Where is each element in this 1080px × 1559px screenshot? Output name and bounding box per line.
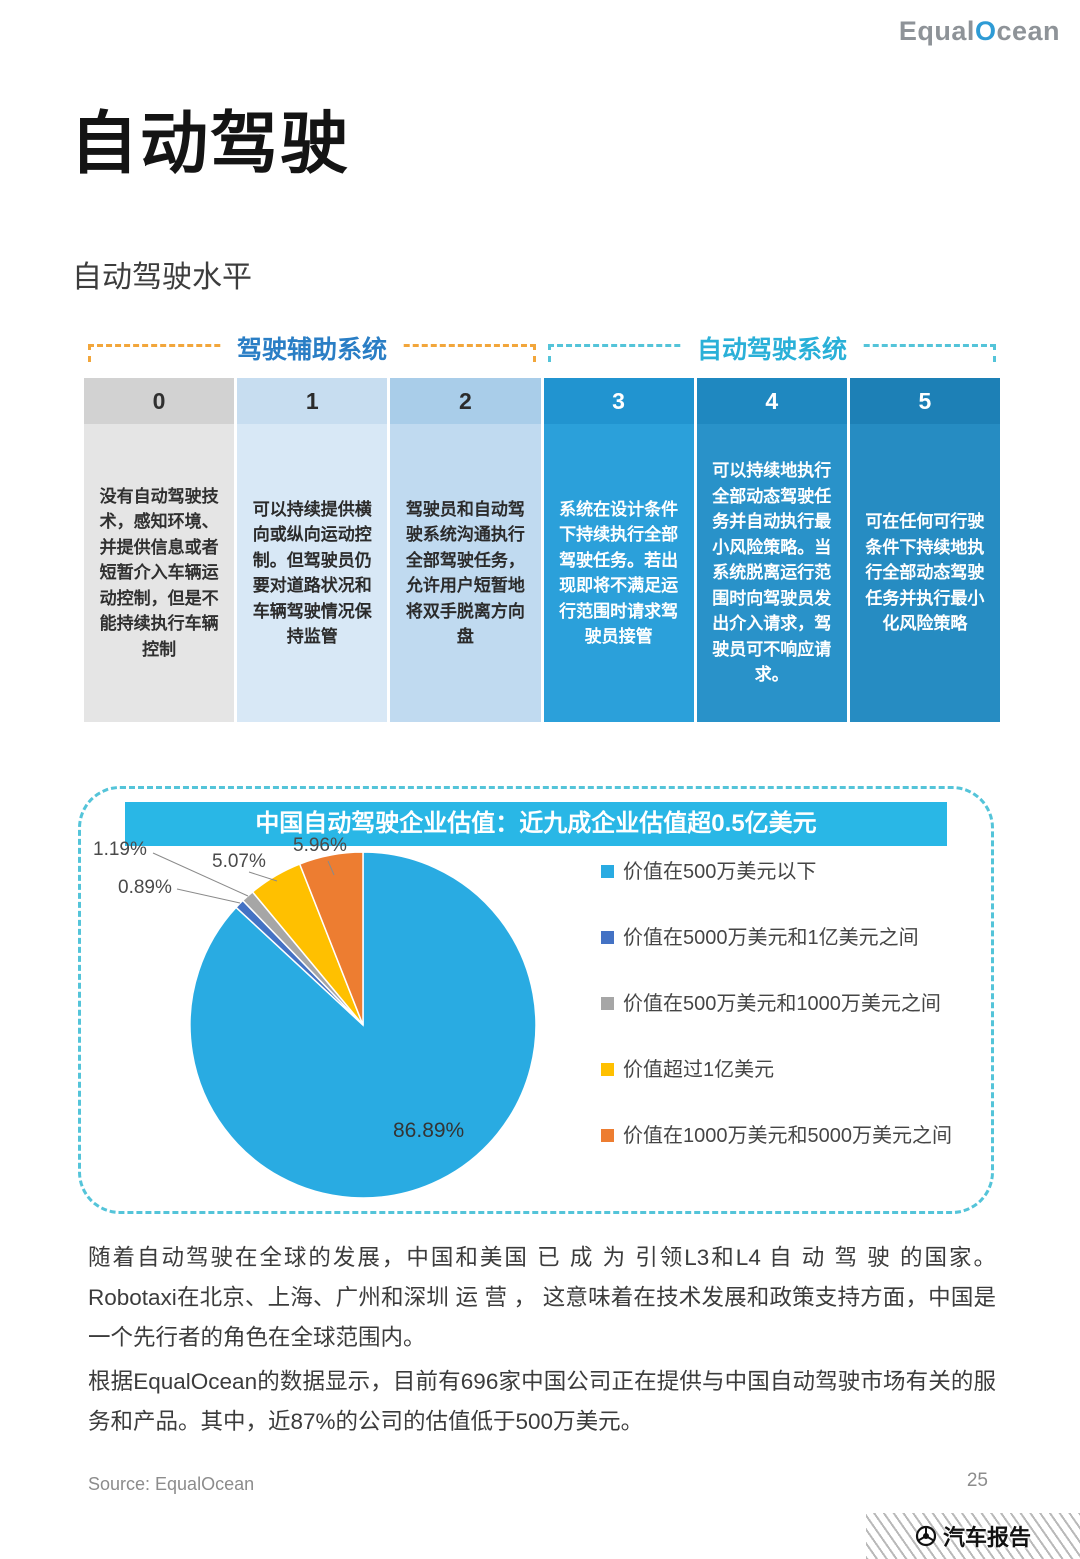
level-header-5: 5 (849, 378, 1000, 424)
legend-label: 价值在500万美元以下 (623, 861, 817, 883)
legend-swatch-blue (601, 865, 614, 878)
pct-label-orange: 5.96% (293, 835, 347, 856)
leader-line-yellow (248, 871, 278, 882)
pct-label-yellow: 5.07% (212, 851, 266, 872)
level-header-1: 1 (237, 378, 388, 424)
logo-part-equal: Equal (898, 16, 975, 46)
group-brackets: 驾驶辅助系统 自动驾驶系统 (84, 330, 1000, 366)
pct-label-darkblue: 0.89% (118, 877, 172, 898)
legend-swatch-orange (601, 1129, 614, 1142)
legend-label: 价值在500万美元和1000万美元之间 (623, 993, 941, 1015)
level-header-2: 2 (390, 378, 541, 424)
bracket-label-autonomous-driving: 自动驾驶系统 (680, 330, 864, 366)
section-subtitle: 自动驾驶水平 (72, 261, 252, 294)
bracket-autonomous-driving: 自动驾驶系统 (548, 330, 996, 366)
bracket-label-driver-assistance: 驾驶辅助系统 (220, 330, 404, 366)
legend-label: 价值在1000万美元和5000万美元之间 (623, 1125, 952, 1147)
leader-line-orange (327, 860, 335, 876)
legend-item: 价值在1000万美元和5000万美元之间 (601, 1123, 952, 1149)
legend-item: 价值超过1亿美元 (601, 1057, 952, 1083)
page-number: 25 (966, 1470, 988, 1491)
paragraph-1: 随着自动驾驶在全球的发展，中国和美国 已 成 为 引领L3和L4 自 动 驾 驶… (88, 1245, 996, 1351)
pie-slice (298, 851, 364, 1026)
chart-legend: 价值在500万美元以下 价值在5000万美元和1亿美元之间 价值在500万美元和… (601, 859, 952, 1189)
legend-label: 价值超过1亿美元 (623, 1059, 775, 1081)
level-desc-3: 系统在设计条件下持续执行全部驾驶任务。若出现即将不满足运行范围时请求驾驶员接管 (543, 424, 694, 722)
level-desc-0: 没有自动驾驶技术，感知环境、并提供信息或者短暂介入车辆运动控制，但是不能持续执行… (84, 424, 235, 722)
legend-swatch-yellow (601, 1063, 614, 1076)
leader-line-gray (152, 852, 249, 897)
pie-chart (152, 851, 537, 1199)
watermark: 汽车报告 (866, 1513, 1080, 1559)
legend-swatch-gray (601, 997, 614, 1010)
leader-line-darkblue (176, 888, 241, 904)
level-desc-4: 可以持续地执行全部动态驾驶任务并自动执行最小风险策略。当系统脱离运行范围时向驾驶… (696, 424, 847, 722)
legend-item: 价值在500万美元以下 (601, 859, 952, 885)
level-header-0: 0 (84, 378, 235, 424)
driving-levels-section: 驾驶辅助系统 自动驾驶系统 0 1 2 3 4 5 没有自动驾驶技术，感知环境、… (84, 330, 1000, 722)
page-title: 自动驾驶 (70, 106, 351, 182)
legend-swatch-darkblue (601, 931, 614, 944)
legend-label: 价值在5000万美元和1亿美元之间 (623, 927, 919, 949)
bracket-driver-assistance: 驾驶辅助系统 (88, 330, 536, 366)
pct-label-blue: 86.89% (393, 1119, 465, 1142)
source-note: Source: EqualOcean (88, 1474, 255, 1494)
level-header-4: 4 (696, 378, 847, 424)
level-header-3: 3 (543, 378, 694, 424)
paragraph-2: 根据EqualOcean的数据显示，目前有696家中国公司正在提供与中国自动驾驶… (88, 1369, 996, 1435)
level-desc-1: 可以持续提供横向或纵向运动控制。但驾驶员仍要对道路状况和车辆驾驶情况保持监管 (237, 424, 388, 722)
logo-part-cean: cean (996, 16, 1060, 46)
chart-title: 中国自动驾驶企业估值：近九成企业估值超0.5亿美元 (125, 802, 947, 846)
legend-item: 价值在500万美元和1000万美元之间 (601, 991, 952, 1017)
watermark-text: 汽车报告 (942, 1525, 1031, 1550)
level-desc-2: 驾驶员和自动驾驶系统沟通执行全部驾驶任务，允许用户短暂地将双手脱离方向盘 (390, 424, 541, 722)
valuation-chart-panel: 中国自动驾驶企业估值：近九成企业估值超0.5亿美元 1.19% 0.89% 5.… (78, 786, 994, 1214)
level-desc-5: 可在任何可行驶条件下持续地执行全部动态驾驶任务并执行最小化风险策略 (849, 424, 1000, 722)
pct-label-gray: 1.19% (93, 839, 147, 860)
levels-table: 0 1 2 3 4 5 没有自动驾驶技术，感知环境、并提供信息或者短暂介入车辆运… (84, 378, 1000, 722)
logo-part-o: O (974, 16, 997, 46)
body-text: 随着自动驾驶在全球的发展，中国和美国 已 成 为 引领L3和L4 自 动 驾 驶… (88, 1238, 996, 1446)
equalocean-logo: EqualOcean (899, 16, 1060, 47)
legend-item: 价值在5000万美元和1亿美元之间 (601, 925, 952, 951)
steering-wheel-icon (915, 1525, 937, 1547)
